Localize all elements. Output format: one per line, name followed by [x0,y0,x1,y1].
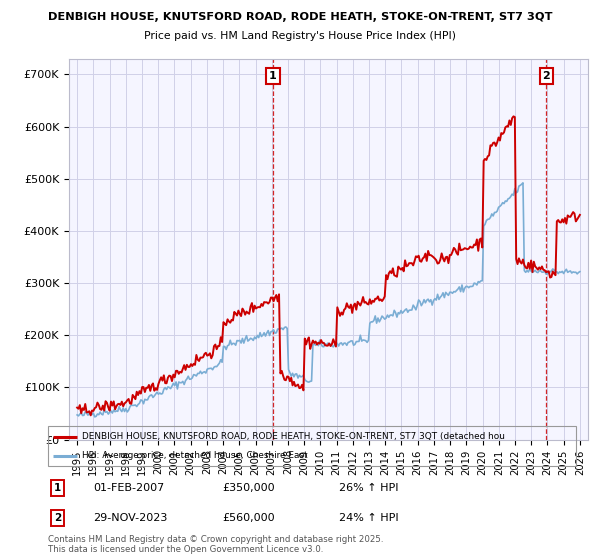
Text: 2: 2 [54,513,61,523]
Text: 1: 1 [54,483,61,493]
Text: DENBIGH HOUSE, KNUTSFORD ROAD, RODE HEATH, STOKE-ON-TRENT, ST7 3QT: DENBIGH HOUSE, KNUTSFORD ROAD, RODE HEAT… [48,12,552,22]
Text: 29-NOV-2023: 29-NOV-2023 [93,513,167,523]
Text: DENBIGH HOUSE, KNUTSFORD ROAD, RODE HEATH, STOKE-ON-TRENT, ST7 3QT (detached hou: DENBIGH HOUSE, KNUTSFORD ROAD, RODE HEAT… [82,432,505,441]
Text: 24% ↑ HPI: 24% ↑ HPI [339,513,398,523]
Text: Price paid vs. HM Land Registry's House Price Index (HPI): Price paid vs. HM Land Registry's House … [144,31,456,41]
Text: 2: 2 [542,71,550,81]
Text: 26% ↑ HPI: 26% ↑ HPI [339,483,398,493]
Text: £350,000: £350,000 [222,483,275,493]
Text: 01-FEB-2007: 01-FEB-2007 [93,483,164,493]
Text: 1: 1 [269,71,277,81]
Text: £560,000: £560,000 [222,513,275,523]
Text: Contains HM Land Registry data © Crown copyright and database right 2025.: Contains HM Land Registry data © Crown c… [48,535,383,544]
Text: This data is licensed under the Open Government Licence v3.0.: This data is licensed under the Open Gov… [48,545,323,554]
Text: HPI: Average price, detached house, Cheshire East: HPI: Average price, detached house, Ches… [82,451,308,460]
